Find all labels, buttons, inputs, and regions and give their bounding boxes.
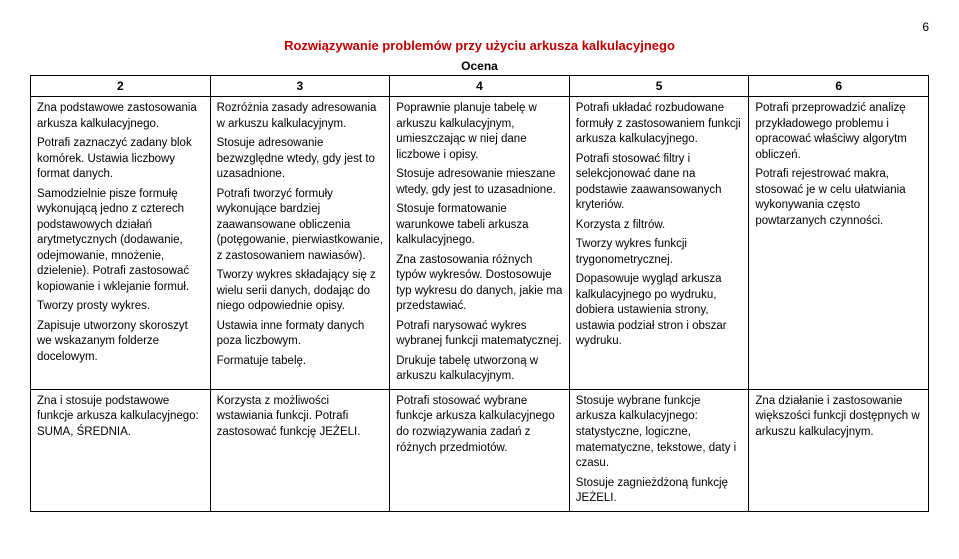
cell-text: Potrafi zaznaczyć zadany blok komórek. U…	[37, 136, 204, 183]
rubric-table: 2 3 4 5 6 Zna podstawowe zastosowania ar…	[30, 75, 929, 512]
cell-text: Stosuje formatowanie warunkowe tabeli ar…	[396, 202, 563, 249]
cell-text: Zna zastosowania różnych typów wykresów.…	[396, 253, 563, 315]
cell-text: Potrafi układać rozbudowane formuły z za…	[576, 101, 743, 148]
col-header: 3	[210, 76, 390, 97]
cell: Korzysta z możliwości wstawiania funkcji…	[210, 389, 390, 511]
cell: Zna podstawowe zastosowania arkusza kalk…	[31, 97, 211, 390]
cell-text: Potrafi rejestrować makra, stosować je w…	[755, 167, 922, 229]
cell: Zna i stosuje podstawowe funkcje arkusza…	[31, 389, 211, 511]
cell-text: Korzysta z możliwości wstawiania funkcji…	[217, 394, 384, 441]
cell: Potrafi układać rozbudowane formuły z za…	[569, 97, 749, 390]
cell-text: Zna podstawowe zastosowania arkusza kalk…	[37, 101, 204, 132]
cell-text: Formatuje tabelę.	[217, 354, 384, 370]
page-subtitle: Ocena	[30, 59, 929, 73]
cell-text: Tworzy prosty wykres.	[37, 299, 204, 315]
cell-text: Potrafi przeprowadzić analizę przykładow…	[755, 101, 922, 163]
cell-text: Zna i stosuje podstawowe funkcje arkusza…	[37, 394, 204, 441]
cell-text: Potrafi stosować filtry i selekcjonować …	[576, 152, 743, 214]
page-number: 6	[30, 20, 929, 34]
cell: Potrafi stosować wybrane funkcje arkusza…	[390, 389, 570, 511]
col-header: 4	[390, 76, 570, 97]
table-header-row: 2 3 4 5 6	[31, 76, 929, 97]
col-header: 2	[31, 76, 211, 97]
cell-text: Poprawnie planuje tabelę w arkuszu kalku…	[396, 101, 563, 163]
page-title: Rozwiązywanie problemów przy użyciu arku…	[30, 38, 929, 53]
cell-text: Zapisuje utworzony skoroszyt we wskazany…	[37, 319, 204, 366]
cell-text: Stosuje zagnieżdżoną funkcję JEŻELI.	[576, 476, 743, 507]
col-header: 5	[569, 76, 749, 97]
cell-text: Tworzy wykres funkcji trygonometrycznej.	[576, 237, 743, 268]
cell-text: Rozróżnia zasady adresowania w arkuszu k…	[217, 101, 384, 132]
cell-text: Zna działanie i zastosowanie większości …	[755, 394, 922, 441]
col-header: 6	[749, 76, 929, 97]
cell-text: Tworzy wykres składający się z wielu ser…	[217, 268, 384, 315]
cell-text: Korzysta z filtrów.	[576, 218, 743, 234]
cell: Poprawnie planuje tabelę w arkuszu kalku…	[390, 97, 570, 390]
table-row: Zna i stosuje podstawowe funkcje arkusza…	[31, 389, 929, 511]
table-row: Zna podstawowe zastosowania arkusza kalk…	[31, 97, 929, 390]
cell-text: Stosuje wybrane funkcje arkusza kalkulac…	[576, 394, 743, 472]
cell: Stosuje wybrane funkcje arkusza kalkulac…	[569, 389, 749, 511]
cell: Zna działanie i zastosowanie większości …	[749, 389, 929, 511]
cell-text: Drukuje tabelę utworzoną w arkuszu kalku…	[396, 354, 563, 385]
cell-text: Dopasowuje wygląd arkusza kalkulacyjnego…	[576, 272, 743, 350]
cell: Rozróżnia zasady adresowania w arkuszu k…	[210, 97, 390, 390]
cell: Potrafi przeprowadzić analizę przykładow…	[749, 97, 929, 390]
cell-text: Stosuje adresowanie bezwzględne wtedy, g…	[217, 136, 384, 183]
cell-text: Potrafi stosować wybrane funkcje arkusza…	[396, 394, 563, 456]
cell-text: Stosuje adresowanie mieszane wtedy, gdy …	[396, 167, 563, 198]
cell-text: Ustawia inne formaty danych poza liczbow…	[217, 319, 384, 350]
cell-text: Samodzielnie pisze formułę wykonującą je…	[37, 187, 204, 296]
cell-text: Potrafi narysować wykres wybranej funkcj…	[396, 319, 563, 350]
cell-text: Potrafi tworzyć formuły wykonujące bardz…	[217, 187, 384, 265]
